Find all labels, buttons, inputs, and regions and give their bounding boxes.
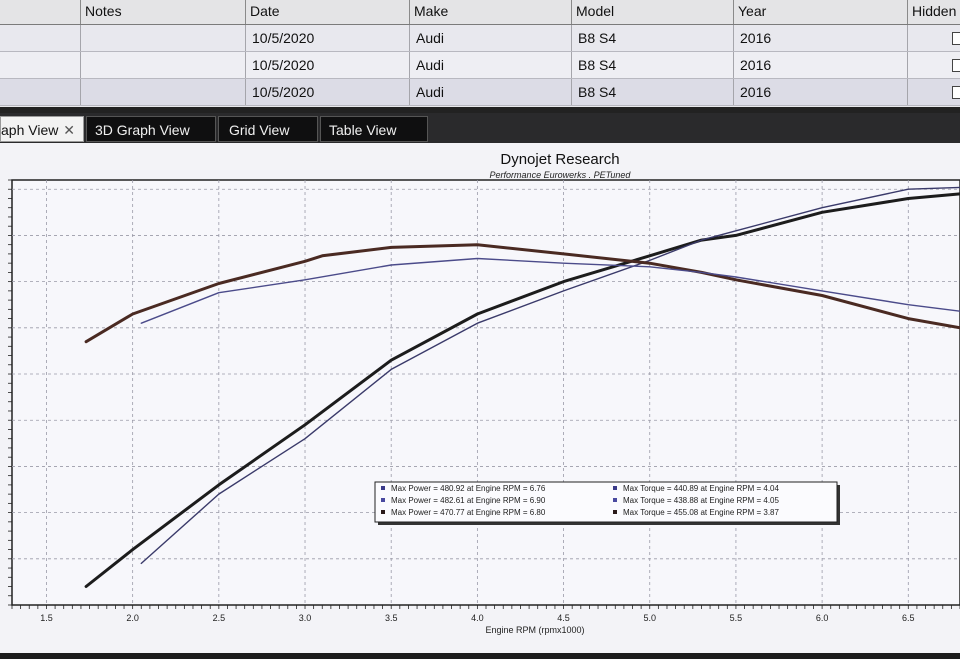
x-tick-label: 1.5 <box>40 613 53 623</box>
tab-label: Grid View <box>229 122 290 138</box>
cell-make[interactable]: Audi <box>409 52 571 78</box>
table-row[interactable]: 10/5/2020 Audi B8 S4 2016 <box>0 25 960 52</box>
hidden-checkbox[interactable] <box>952 86 960 99</box>
x-tick-label: 5.5 <box>730 613 743 623</box>
cell-hidden <box>907 25 960 51</box>
x-tick-label: 4.5 <box>557 613 570 623</box>
column-header-notes[interactable]: Notes <box>80 0 245 24</box>
cell-notes[interactable] <box>80 25 245 51</box>
splitter[interactable] <box>0 107 960 113</box>
tab-graph-view[interactable]: aph View ✕ <box>0 116 84 142</box>
cell-date[interactable]: 10/5/2020 <box>245 25 409 51</box>
x-tick-label: 6.0 <box>816 613 829 623</box>
legend-swatch <box>613 486 617 490</box>
tab-grid-view[interactable]: Grid View <box>218 116 318 142</box>
cell-model[interactable]: B8 S4 <box>571 52 733 78</box>
tab-label: Table View <box>329 122 397 138</box>
legend-swatch <box>381 510 385 514</box>
column-header-year[interactable]: Year <box>733 0 907 24</box>
cell-hidden <box>907 52 960 78</box>
power-series-line <box>140 186 960 565</box>
cell-year[interactable]: 2016 <box>733 52 907 78</box>
tab-table-view[interactable]: Table View <box>320 116 428 142</box>
close-icon[interactable]: ✕ <box>63 122 75 138</box>
table-header: Notes Date Make Model Year Hidden <box>0 0 960 25</box>
torque-series-line <box>84 243 960 344</box>
legend-swatch <box>381 498 385 502</box>
hidden-checkbox[interactable] <box>952 59 960 72</box>
legend-torque-entry: Max Torque = 440.89 at Engine RPM = 4.04 <box>623 484 780 493</box>
legend-swatch <box>381 486 385 490</box>
plot-area <box>11 179 960 606</box>
x-tick-label: 2.0 <box>126 613 139 623</box>
tab-3d-graph-view[interactable]: 3D Graph View <box>86 116 216 142</box>
x-tick-label: 4.0 <box>471 613 484 623</box>
column-header-hidden[interactable]: Hidden <box>907 0 960 24</box>
cell-hidden <box>907 79 960 105</box>
runs-table: Notes Date Make Model Year Hidden 10/5/2… <box>0 0 960 110</box>
legend-swatch <box>613 510 617 514</box>
cell-date[interactable]: 10/5/2020 <box>245 79 409 105</box>
power-series-line <box>84 192 960 588</box>
legend-power-entry: Max Power = 482.61 at Engine RPM = 6.90 <box>391 496 546 505</box>
x-tick-label: 5.0 <box>643 613 656 623</box>
column-header-date[interactable]: Date <box>245 0 409 24</box>
legend-torque-entry: Max Torque = 438.88 at Engine RPM = 4.05 <box>623 496 780 505</box>
cell-notes[interactable] <box>80 79 245 105</box>
window-bottom-edge <box>0 653 960 659</box>
cell-notes[interactable] <box>80 52 245 78</box>
cell-year[interactable]: 2016 <box>733 25 907 51</box>
cell-make[interactable]: Audi <box>409 25 571 51</box>
cell-model[interactable]: B8 S4 <box>571 79 733 105</box>
column-header-make[interactable]: Make <box>409 0 571 24</box>
x-tick-label: 3.5 <box>385 613 398 623</box>
table-row[interactable]: 10/5/2020 Audi B8 S4 2016 <box>0 52 960 79</box>
x-tick-label: 6.5 <box>902 613 915 623</box>
hidden-checkbox[interactable] <box>952 32 960 45</box>
x-axis-label: Engine RPM (rpmx1000) <box>485 625 584 635</box>
cell-year[interactable]: 2016 <box>733 79 907 105</box>
legend-torque-entry: Max Torque = 455.08 at Engine RPM = 3.87 <box>623 508 780 517</box>
x-tick-label: 2.5 <box>213 613 226 623</box>
legend-power-entry: Max Power = 480.92 at Engine RPM = 6.76 <box>391 484 546 493</box>
legend-power-entry: Max Power = 470.77 at Engine RPM = 6.80 <box>391 508 546 517</box>
tab-label: aph View <box>1 122 59 138</box>
legend-box <box>374 481 838 523</box>
chart-title: Dynojet Research <box>500 151 620 168</box>
tab-label: 3D Graph View <box>95 122 190 138</box>
table-row[interactable]: 10/5/2020 Audi B8 S4 2016 <box>0 79 960 106</box>
cell-model[interactable]: B8 S4 <box>571 25 733 51</box>
cell-make[interactable]: Audi <box>409 79 571 105</box>
column-header-model[interactable]: Model <box>571 0 733 24</box>
cell-date[interactable]: 10/5/2020 <box>245 52 409 78</box>
legend-swatch <box>613 498 617 502</box>
torque-series-line <box>140 257 960 324</box>
chart-subtitle: Performance Eurowerks . PETuned <box>489 170 631 180</box>
x-tick-label: 3.0 <box>299 613 312 623</box>
